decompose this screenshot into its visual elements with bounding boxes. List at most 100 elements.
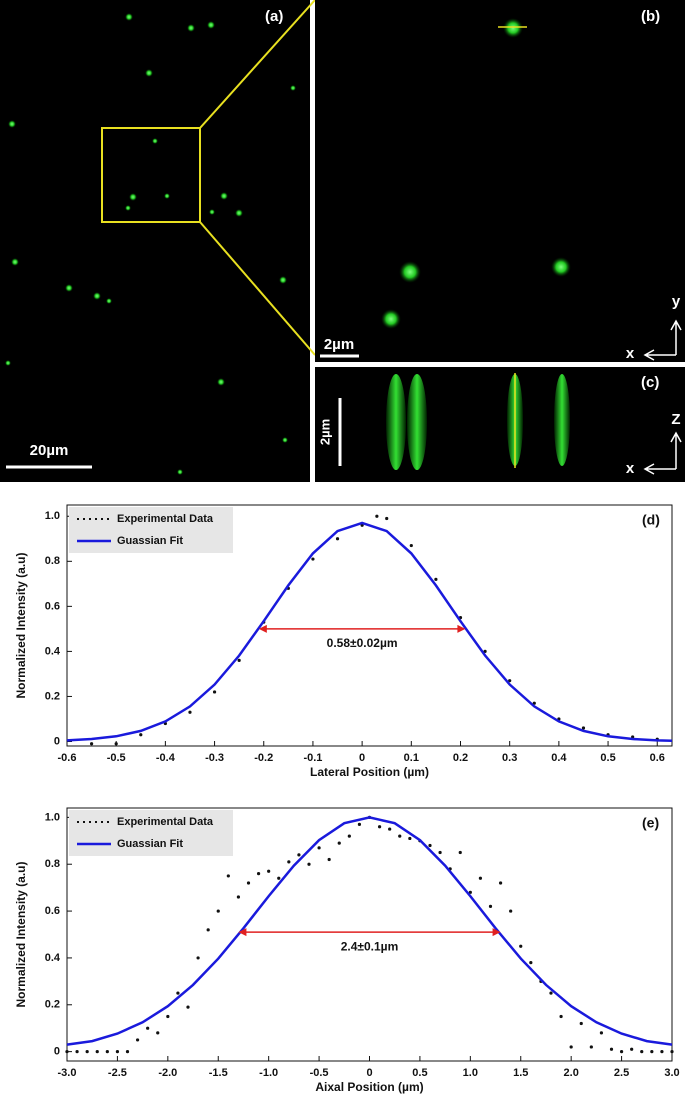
data-point [146, 1026, 150, 1030]
x-tick-label: -0.6 [58, 752, 77, 764]
x-tick-label: -0.5 [310, 1067, 329, 1079]
y-tick-label: 0.2 [45, 690, 60, 702]
panel-label: (d) [642, 512, 660, 528]
data-point [347, 834, 351, 838]
y-tick-label: 0.6 [45, 600, 60, 612]
y-tick-label: 0.6 [45, 905, 60, 917]
panel-label: (b) [641, 8, 660, 25]
panel-a: (a) 20µm [0, 0, 316, 482]
data-point [188, 710, 192, 714]
x-tick-label: -3.0 [58, 1067, 77, 1079]
data-point [438, 850, 442, 855]
legend-box [69, 810, 233, 856]
x-tick-label: -0.5 [107, 752, 126, 764]
legend-label: Guassian Fit [117, 535, 183, 547]
panel-c: (c) 2µm Z x [315, 367, 685, 482]
data-point [114, 742, 118, 746]
data-point [468, 890, 472, 894]
y-tick-label: 1.0 [45, 811, 60, 823]
data-point [327, 857, 331, 862]
data-point [196, 956, 200, 960]
x-axis-label: Lateral Position (µm) [310, 765, 429, 779]
panel-label: (e) [642, 815, 659, 831]
data-point [277, 876, 281, 880]
data-point [287, 860, 291, 864]
x-tick-label: 0.2 [453, 752, 468, 764]
data-point [267, 869, 271, 873]
data-point [478, 876, 483, 880]
axis-label: Z [671, 411, 680, 428]
data-point [569, 1045, 573, 1049]
data-point [619, 1050, 624, 1054]
data-point [385, 516, 389, 521]
data-point [398, 834, 402, 838]
data-point [660, 1050, 664, 1054]
fit-line [66, 521, 673, 743]
data-point [95, 1050, 99, 1054]
data-point [434, 577, 438, 581]
data-point [508, 679, 512, 683]
data-point [212, 690, 217, 694]
data-point [559, 1014, 563, 1019]
x-tick-label: -0.4 [156, 752, 176, 764]
data-point [236, 895, 241, 899]
data-point [519, 944, 523, 948]
axis-label: y [672, 293, 681, 310]
data-point [186, 1005, 190, 1009]
legend-label: Experimental Data [117, 513, 214, 525]
x-tick-label: -0.3 [205, 752, 224, 764]
data-point [579, 1021, 583, 1026]
scale-bar-label: 2µm [324, 336, 354, 353]
x-tick-label: 1.5 [513, 1067, 528, 1079]
x-tick-label: 2.0 [564, 1067, 579, 1079]
data-point [206, 928, 210, 932]
annotation-text: 2.4±0.1µm [341, 939, 399, 953]
data-point [166, 1014, 170, 1019]
x-tick-label: -0.2 [254, 752, 273, 764]
fit-line [66, 816, 673, 1046]
data-point [388, 827, 392, 831]
data-point [307, 862, 311, 866]
panel-b: (b) 2µm y x [315, 0, 685, 362]
data-point [458, 850, 462, 855]
annotation-text: 0.58±0.02µm [327, 636, 398, 650]
data-point [599, 1031, 604, 1035]
x-axis-label: Aixal Position (µm) [315, 1080, 423, 1094]
x-tick-label: 0.1 [404, 752, 419, 764]
data-point [297, 853, 301, 857]
legend-label: Guassian Fit [117, 838, 183, 850]
x-tick-label: -1.5 [209, 1067, 228, 1079]
data-point [509, 909, 513, 913]
data-point [156, 1031, 160, 1035]
data-point [428, 843, 432, 848]
data-point [139, 733, 143, 737]
y-tick-label: 0.4 [45, 952, 61, 964]
y-tick-label: 0.8 [45, 858, 60, 870]
data-point [335, 537, 340, 541]
x-tick-label: -2.0 [158, 1067, 177, 1079]
data-point [630, 1047, 634, 1051]
axis-label: x [626, 460, 635, 477]
legend-box [69, 507, 233, 553]
y-tick-label: 1.0 [45, 510, 60, 522]
y-tick-label: 0 [54, 735, 60, 747]
data-point [498, 881, 503, 885]
x-tick-label: -1.0 [259, 1067, 278, 1079]
data-point [89, 742, 94, 746]
data-point [483, 649, 487, 654]
data-point [135, 1038, 140, 1042]
x-tick-label: 0.3 [502, 752, 517, 764]
data-point [237, 658, 241, 663]
data-point [609, 1047, 614, 1051]
data-point [549, 991, 553, 995]
data-point [581, 726, 586, 730]
data-point [670, 1050, 674, 1054]
y-tick-label: 0 [54, 1046, 60, 1058]
data-point [246, 881, 251, 885]
x-tick-label: -2.5 [108, 1067, 127, 1079]
x-tick-label: 0.5 [412, 1067, 427, 1079]
x-tick-label: 0 [366, 1067, 372, 1079]
data-point [75, 1050, 79, 1054]
data-point [488, 904, 493, 908]
